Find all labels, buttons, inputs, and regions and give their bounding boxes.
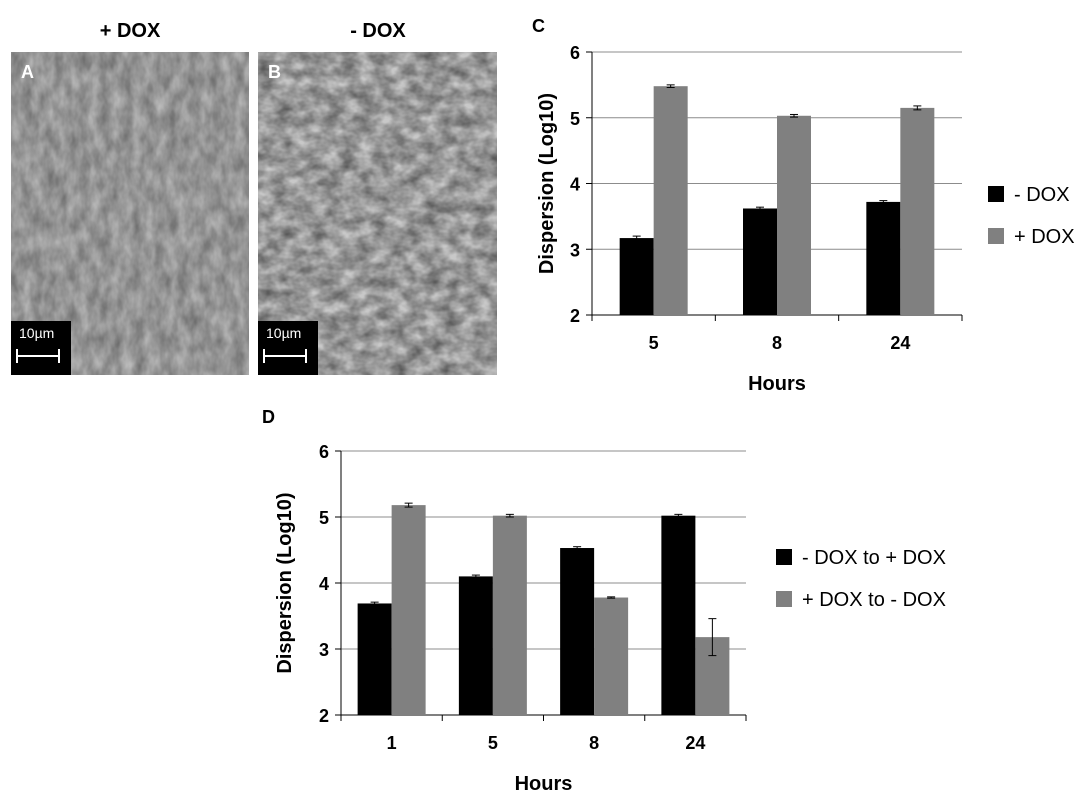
chart-d-bar: [357, 603, 392, 715]
chart-c-ytick-label: 5: [570, 109, 580, 129]
chart-c-bar: [866, 201, 901, 315]
chart-c-legend-swatch: [988, 228, 1004, 244]
chart-d-category-label: 24: [685, 733, 705, 753]
scale-bar-a: 10µm: [11, 321, 71, 375]
chart-c-bar: [619, 238, 654, 315]
chart-d-ytick-label: 6: [319, 442, 329, 462]
scale-label-b: 10µm: [266, 325, 302, 341]
image-b-header: - DOX: [350, 20, 406, 42]
chart-c-legend-label: + DOX: [1014, 226, 1075, 248]
chart-d-bar: [391, 505, 426, 715]
chart-d-bar: [458, 576, 493, 715]
chart-c-y-axis-title: Dispersion (Log10): [536, 93, 558, 274]
image-a-letter: A: [21, 62, 34, 82]
chart-d-legend-swatch: [776, 549, 792, 565]
chart-c-x-axis-title: Hours: [748, 373, 806, 395]
chart-d-bar: [594, 597, 629, 715]
chart-c: 2 3 4 5 6 5 8 24 Hours Dispersion (Log10) - DOX + D…: [536, 43, 1075, 395]
image-a-header: + DOX: [99, 20, 161, 42]
chart-c-category-label: 24: [890, 333, 910, 353]
chart-c-ytick-label: 3: [570, 240, 580, 260]
panel-d-letter: D: [262, 407, 275, 427]
chart-d-category-label: 5: [488, 733, 498, 753]
chart-c-legend-swatch: [988, 186, 1004, 202]
scale-label-a: 10µm: [19, 325, 55, 341]
chart-d-ytick-label: 2: [319, 706, 329, 726]
chart-d-bar: [661, 515, 696, 715]
chart-d-category-label: 8: [589, 733, 599, 753]
chart-c-ytick-label: 2: [570, 306, 580, 326]
chart-d-ytick-label: 3: [319, 640, 329, 660]
chart-d-category-label: 1: [387, 733, 397, 753]
panel-c-letter: C: [532, 16, 545, 36]
chart-c-bar: [900, 107, 935, 315]
chart-d-ytick-label: 5: [319, 508, 329, 528]
chart-d: 2 3 4 5 6 1 5 8 24 Hours Dispersion (Log10) - DOX t…: [274, 442, 946, 795]
chart-d-ytick-label: 4: [319, 574, 329, 594]
chart-c-category-label: 8: [772, 333, 782, 353]
image-b-letter: B: [268, 62, 281, 82]
chart-d-x-axis-title: Hours: [515, 773, 573, 795]
chart-d-bar: [492, 515, 527, 715]
chart-d-legend-label: + DOX to - DOX: [802, 589, 946, 611]
sem-image-a: A 10µm: [11, 52, 249, 375]
chart-d-bar: [560, 548, 595, 715]
chart-d-y-axis-title: Dispersion (Log10): [274, 492, 296, 673]
chart-d-legend-label: - DOX to + DOX: [802, 547, 946, 569]
chart-d-legend-swatch: [776, 591, 792, 607]
chart-c-category-label: 5: [649, 333, 659, 353]
chart-c-bar: [653, 86, 688, 315]
chart-c-bar: [777, 115, 811, 315]
scale-bar-b: 10µm: [258, 321, 318, 375]
chart-c-bar: [743, 208, 777, 315]
chart-c-ytick-label: 6: [570, 43, 580, 63]
chart-c-ytick-label: 4: [570, 175, 580, 195]
sem-image-b: B 10µm: [258, 52, 497, 375]
chart-c-legend-label: - DOX: [1014, 184, 1070, 206]
sem-texture-b: [258, 52, 497, 375]
